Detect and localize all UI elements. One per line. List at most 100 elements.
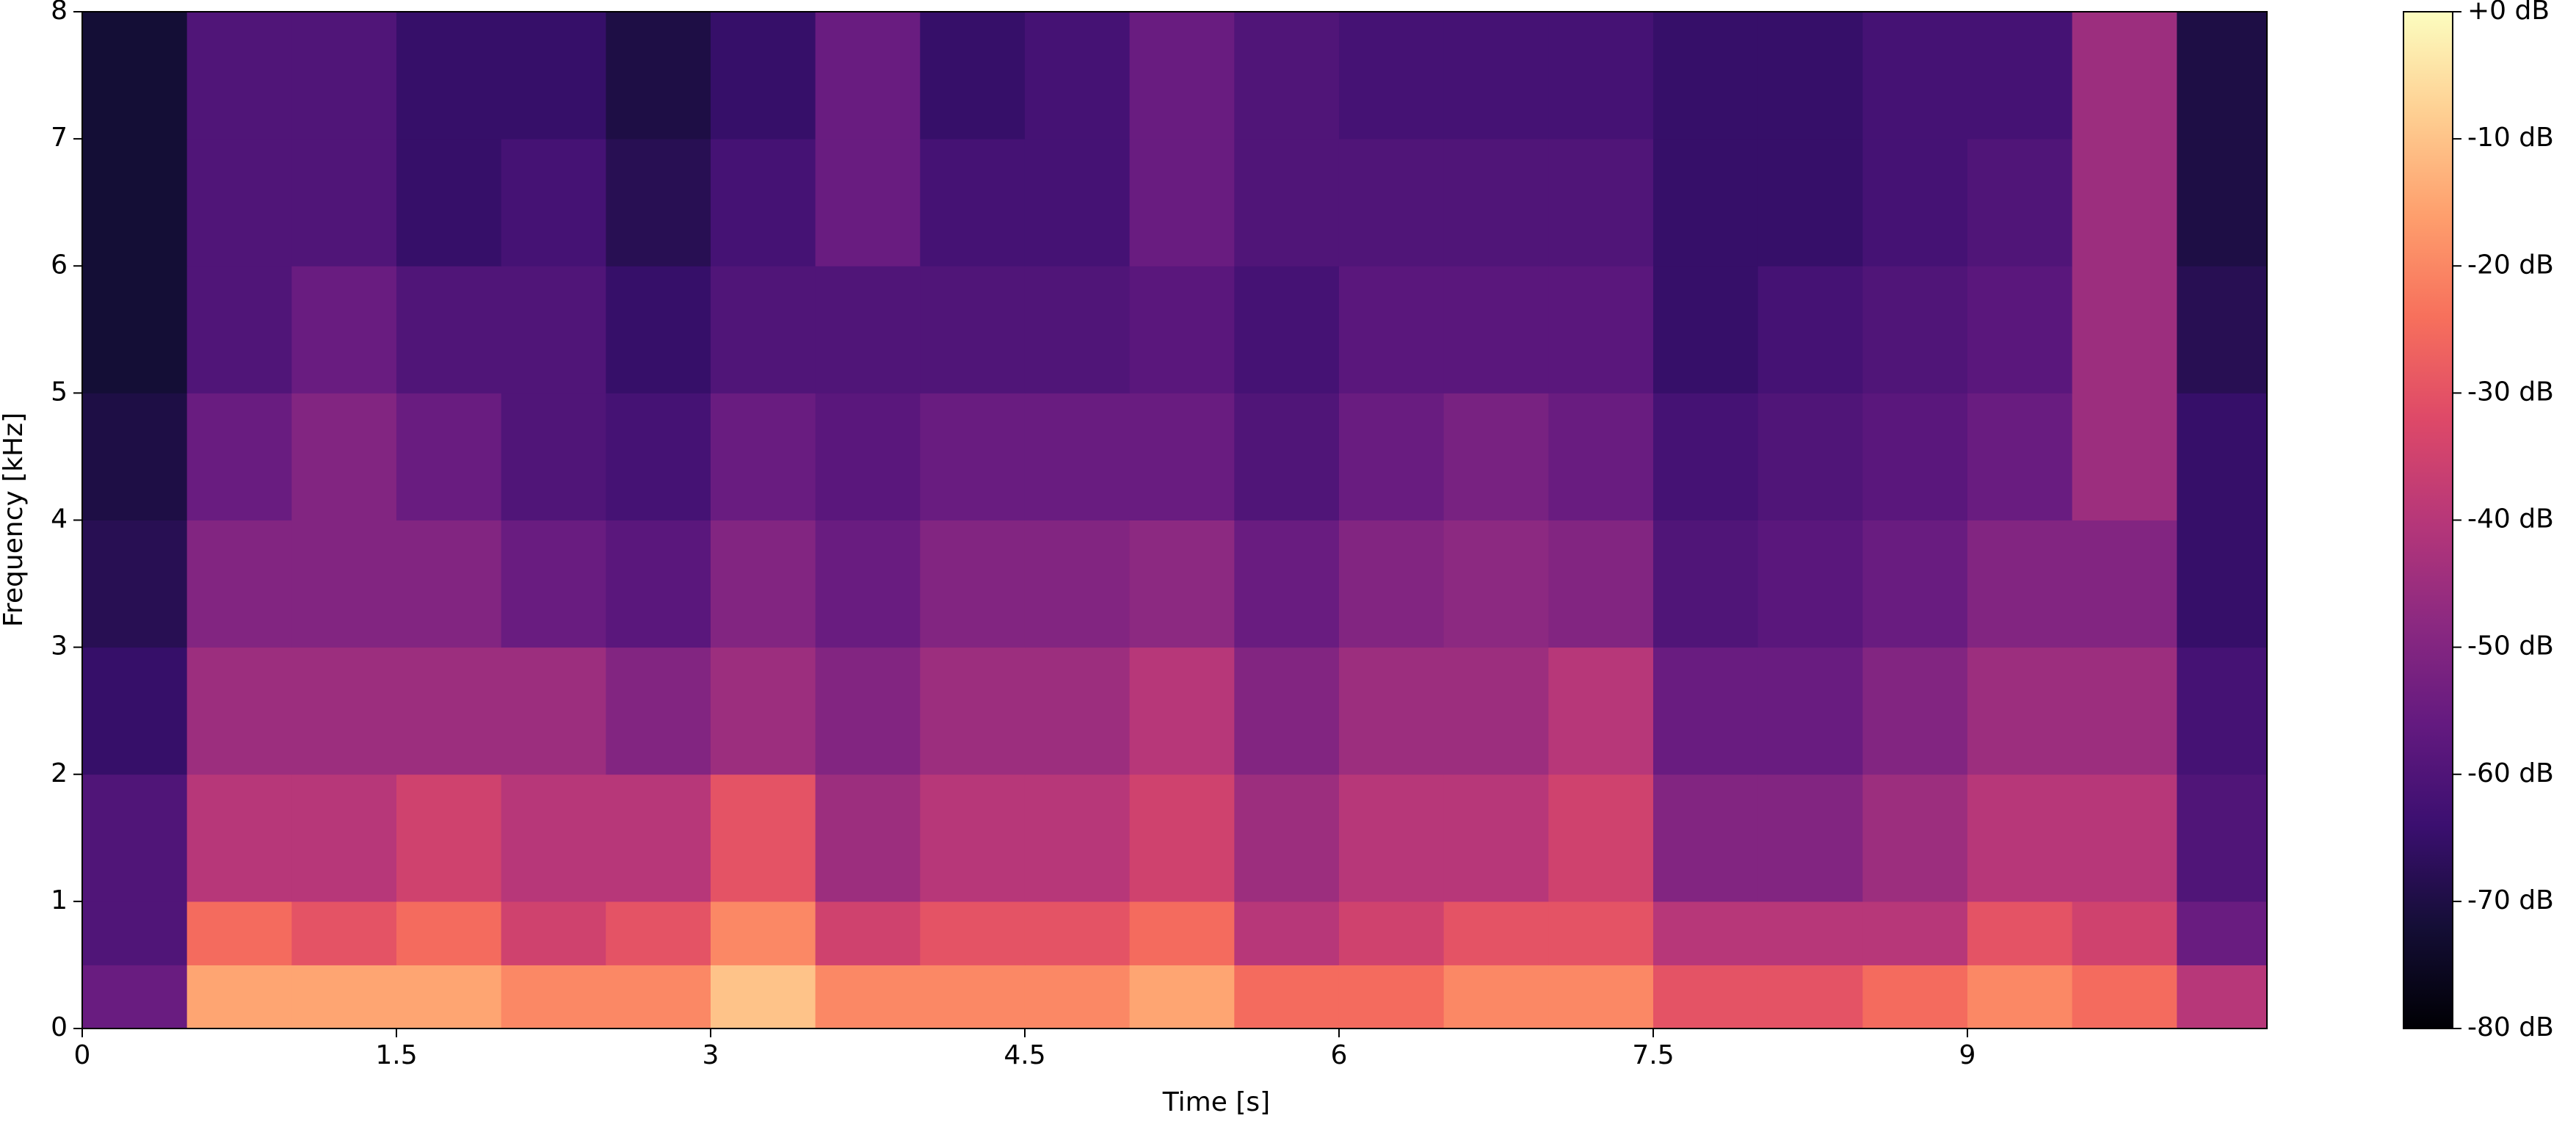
- heatmap-cell: [1024, 901, 1131, 965]
- heatmap-cell: [1862, 393, 1968, 520]
- heatmap-cell: [1548, 139, 1654, 266]
- heatmap-cell: [1338, 647, 1445, 775]
- heatmap-cell: [1652, 647, 1759, 775]
- x-axis-label: Time [s]: [1162, 1087, 1270, 1117]
- heatmap-cell: [396, 965, 502, 1029]
- heatmap-cell: [501, 901, 606, 965]
- y-tick-label: 0: [51, 1012, 68, 1042]
- heatmap-cell: [501, 774, 606, 902]
- colorbar-tick-label: -20 dB: [2467, 250, 2554, 280]
- heatmap-cell: [396, 139, 502, 266]
- heatmap-cell: [1234, 965, 1340, 1029]
- y-tick-label: 1: [51, 885, 68, 915]
- heatmap-cell: [396, 393, 502, 520]
- heatmap-cell: [606, 393, 711, 520]
- heatmap-cell: [1757, 901, 1863, 965]
- heatmap-cell: [1234, 520, 1340, 648]
- heatmap-cell: [1967, 965, 2073, 1029]
- heatmap-cell: [920, 901, 1026, 965]
- heatmap-cell: [82, 901, 188, 965]
- heatmap-cell: [606, 901, 711, 965]
- heatmap-cell: [82, 774, 188, 902]
- heatmap-cell: [1862, 965, 1968, 1029]
- heatmap-cell: [920, 139, 1026, 266]
- heatmap-cell: [186, 774, 292, 902]
- heatmap-cell: [186, 647, 292, 775]
- heatmap-cell: [606, 965, 711, 1029]
- heatmap-cell: [1862, 901, 1968, 965]
- heatmap-cell: [1129, 520, 1235, 648]
- heatmap-cell: [2177, 965, 2268, 1029]
- heatmap-cell: [815, 901, 921, 965]
- heatmap-cell: [1967, 901, 2073, 965]
- heatmap-cell: [1548, 520, 1654, 648]
- colorbar-tick-label: -10 dB: [2467, 123, 2554, 153]
- heatmap-cell: [291, 393, 397, 520]
- heatmap-cell: [920, 647, 1026, 775]
- heatmap-cell: [606, 774, 711, 902]
- heatmap-cell: [920, 393, 1026, 520]
- heatmap-cell: [2072, 139, 2177, 266]
- heatmap-cell: [291, 266, 397, 393]
- heatmap-cell: [396, 12, 502, 139]
- heatmap-cell: [2177, 647, 2268, 775]
- heatmap-cell: [1757, 520, 1863, 648]
- heatmap-cell: [291, 139, 397, 266]
- heatmap-cell: [396, 901, 502, 965]
- heatmap-cell: [291, 774, 397, 902]
- heatmap-cell: [815, 965, 921, 1029]
- heatmap-cell: [920, 965, 1026, 1029]
- heatmap-cell: [1757, 393, 1863, 520]
- colorbar-tick-label: -50 dB: [2467, 631, 2554, 661]
- heatmap-cell: [920, 266, 1026, 393]
- heatmap-cell: [606, 520, 711, 648]
- heatmap-cell: [501, 647, 606, 775]
- colorbar-tick-label: -30 dB: [2467, 377, 2554, 407]
- heatmap-cell: [1443, 393, 1549, 520]
- heatmap-cell: [1443, 901, 1549, 965]
- heatmap-cell: [2072, 901, 2177, 965]
- heatmap-cell: [1024, 12, 1131, 139]
- colorbar-tick-label: -60 dB: [2467, 758, 2554, 788]
- heatmap-cell: [291, 901, 397, 965]
- heatmap-cell: [1338, 965, 1445, 1029]
- heatmap-cell: [82, 520, 188, 648]
- x-tick-label: 9: [1959, 1040, 1976, 1070]
- heatmap-cell: [920, 774, 1026, 902]
- heatmap-cell: [815, 520, 921, 648]
- heatmap-cell: [1652, 12, 1759, 139]
- heatmap-cell: [1234, 12, 1340, 139]
- heatmap-cell: [82, 393, 188, 520]
- heatmap-cell: [1024, 965, 1131, 1029]
- y-tick-label: 7: [51, 123, 68, 153]
- heatmap-cell: [291, 12, 397, 139]
- heatmap-cell: [396, 774, 502, 902]
- heatmap-cell: [710, 774, 816, 902]
- heatmap-cell: [1862, 139, 1968, 266]
- heatmap-cell: [1338, 139, 1445, 266]
- heatmap-cell: [1129, 965, 1235, 1029]
- heatmap-cell: [1024, 520, 1131, 648]
- heatmap-cell: [1967, 139, 2073, 266]
- heatmap-cell: [186, 139, 292, 266]
- heatmap-cell: [1234, 901, 1340, 965]
- heatmap-cell: [1652, 520, 1759, 648]
- heatmap-cell: [1443, 520, 1549, 648]
- heatmap-cell: [501, 266, 606, 393]
- heatmap-cell: [815, 266, 921, 393]
- heatmap-cell: [1862, 647, 1968, 775]
- heatmap-cell: [815, 393, 921, 520]
- heatmap-cell: [1862, 520, 1968, 648]
- heatmap-cell: [1443, 647, 1549, 775]
- heatmap-cell: [920, 12, 1026, 139]
- heatmap-cell: [1338, 901, 1445, 965]
- colorbar-tick-label: -80 dB: [2467, 1012, 2554, 1042]
- heatmap-cell: [1338, 266, 1445, 393]
- heatmap-cell: [1967, 647, 2073, 775]
- heatmap-cell: [2072, 266, 2177, 393]
- heatmap-cell: [2177, 12, 2268, 139]
- heatmap-cell: [1024, 774, 1131, 902]
- heatmap-cell: [2072, 520, 2177, 648]
- heatmap-cell: [2072, 393, 2177, 520]
- heatmap-cell: [710, 520, 816, 648]
